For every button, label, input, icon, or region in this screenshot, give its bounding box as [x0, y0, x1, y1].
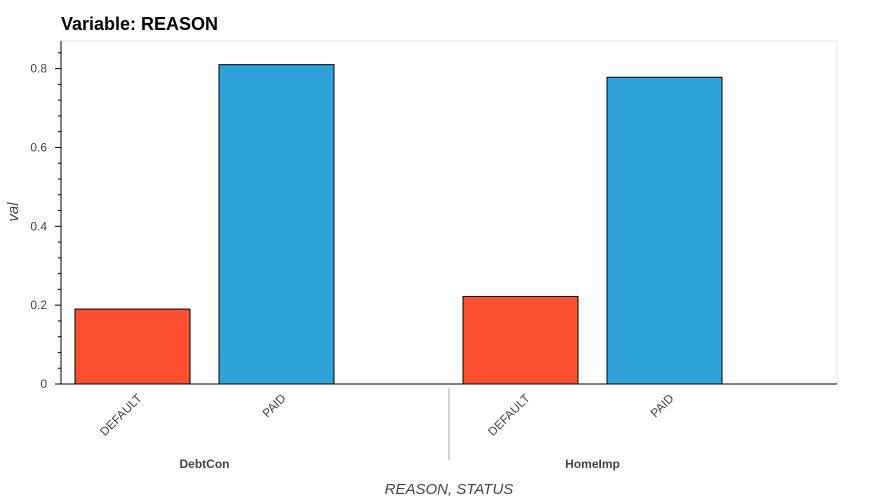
x-tick-label: PAID [260, 391, 289, 420]
y-ticks-layer: 0 0.2 0.4 0.6 0.8 [30, 52, 61, 391]
bar-homeimp-default[interactable] [462, 295, 579, 385]
chart-title: Variable: REASON [61, 14, 218, 34]
x-tick-label: PAID [648, 391, 677, 420]
x-axis-label: REASON, STATUS [385, 481, 514, 498]
group-label: HomeImp [565, 457, 620, 471]
y-tick-label: 0.6 [30, 140, 47, 154]
y-axis-label: val [5, 202, 22, 222]
y-tick-label: 0 [40, 377, 47, 391]
x-tick-label: DEFAULT [485, 391, 533, 439]
bar-homeimp-paid[interactable] [606, 76, 723, 385]
y-tick-label: 0.8 [30, 62, 47, 76]
bars-layer [74, 64, 723, 385]
x-tick-label: DEFAULT [97, 391, 145, 439]
bar-debtcon-default[interactable] [74, 308, 191, 385]
x-ticks-layer: DEFAULT PAID DebtCon DEFAULT PAID HomeImp [97, 391, 677, 471]
y-tick-label: 0.2 [30, 298, 47, 312]
y-tick-label: 0.4 [30, 219, 47, 233]
bar-debtcon-paid[interactable] [218, 64, 335, 385]
group-label: DebtCon [180, 457, 230, 471]
